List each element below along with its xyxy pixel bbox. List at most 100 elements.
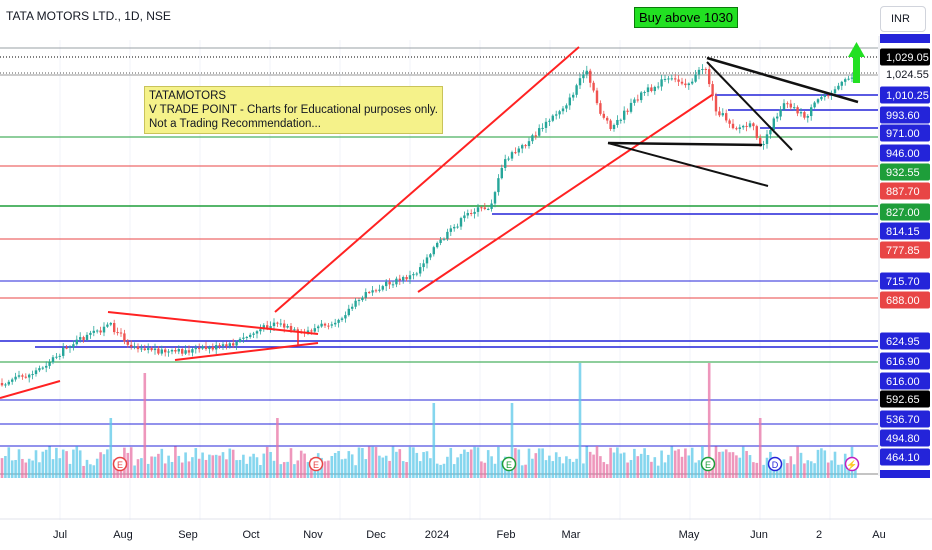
volume-bar: [456, 457, 459, 478]
volume-bar: [738, 457, 742, 478]
volume-bar: [483, 462, 487, 478]
volume-bar: [282, 462, 286, 478]
candle-body: [572, 94, 575, 98]
candle-body: [96, 330, 99, 332]
candle-body: [626, 110, 629, 112]
candle-body: [810, 107, 813, 117]
candle-body: [704, 68, 707, 70]
candle-body: [425, 257, 429, 264]
candle-body: [473, 211, 476, 214]
candle-body: [351, 306, 354, 309]
volume-bar: [221, 452, 225, 478]
time-tick-label: Nov: [303, 529, 323, 541]
candle-body: [653, 86, 656, 92]
candle-body: [844, 79, 847, 82]
volume-bar: [500, 460, 504, 478]
candle-body: [487, 208, 490, 210]
price-level-label: 715.70: [886, 276, 920, 288]
candle-body: [531, 135, 534, 142]
volume-bar: [398, 449, 402, 478]
price-level-tag: 814.15: [880, 222, 930, 240]
volume-bar: [391, 446, 395, 478]
candle-body: [721, 113, 724, 116]
time-tick-label: Jul: [53, 529, 67, 541]
candle-body: [442, 238, 446, 240]
volume-bar: [840, 464, 844, 478]
candle-body: [823, 95, 826, 97]
volume-bar: [218, 455, 221, 478]
candle-body: [708, 69, 711, 85]
volume-bar: [242, 454, 245, 478]
candle-body: [449, 228, 452, 232]
volume-bar: [333, 452, 337, 478]
volume-bar: [17, 449, 21, 478]
volume-bar: [262, 453, 266, 478]
candle-body: [238, 338, 242, 342]
currency-selector[interactable]: INR: [880, 6, 926, 32]
candle-body: [17, 375, 21, 377]
volume-bar: [619, 453, 623, 478]
volume-bar: [55, 447, 58, 478]
volume-bar: [157, 453, 160, 478]
candle-body: [565, 105, 568, 109]
volume-bar: [350, 454, 354, 478]
candle-body: [327, 325, 330, 327]
candle-body: [742, 125, 745, 128]
volume-bar: [99, 452, 102, 478]
volume-bar: [629, 459, 633, 478]
candle-body: [62, 347, 65, 356]
candle-body: [480, 207, 483, 209]
candle-body: [38, 368, 41, 371]
volume-bar: [697, 460, 701, 478]
volume-bar: [517, 449, 521, 478]
volume-bar: [731, 452, 735, 478]
volume-bar: [340, 459, 344, 478]
candle-body: [694, 74, 697, 82]
candle-body: [687, 83, 690, 86]
candle-body: [762, 143, 765, 146]
volume-bar: [816, 449, 820, 478]
candle-body: [320, 323, 323, 327]
volume-bar: [707, 363, 711, 478]
candle-body: [293, 329, 296, 331]
volume-bar: [612, 452, 616, 478]
price-level-bg: [880, 182, 930, 200]
price-level-bg: [880, 429, 930, 447]
candle-body: [789, 103, 792, 108]
volume-bar: [327, 460, 330, 478]
time-tick-label: Oct: [242, 529, 259, 541]
candle-body: [551, 115, 554, 121]
candle-body: [595, 90, 599, 104]
volume-bar: [673, 450, 677, 478]
candle-body: [143, 348, 146, 350]
volume-bar: [721, 451, 725, 478]
candle-body: [123, 333, 126, 342]
volume-bar: [89, 464, 92, 478]
candle-body: [184, 350, 187, 354]
price-level-tag: 1,010.25: [880, 86, 930, 104]
candle-body: [58, 355, 61, 357]
volume-bar: [347, 451, 351, 478]
volume-bar: [571, 461, 575, 478]
candle-body: [113, 322, 116, 333]
volume-bar: [41, 451, 45, 478]
volume-bar: [323, 461, 327, 478]
candle-body: [466, 213, 469, 216]
candle-body: [45, 365, 48, 368]
volume-bar: [602, 462, 606, 478]
price-level-bg: [880, 106, 930, 124]
candle-body: [167, 351, 170, 353]
volume-bar: [531, 458, 534, 478]
candle-body: [385, 281, 388, 287]
price-level-tag: 624.95: [880, 332, 930, 350]
candle-body: [840, 81, 843, 86]
candle-body: [150, 348, 153, 351]
volume-bar: [748, 455, 752, 478]
volume-bar: [687, 455, 691, 478]
volume-bar: [384, 455, 388, 478]
volume-bar: [27, 458, 31, 478]
candle-body: [517, 148, 520, 153]
volume-bar: [109, 418, 113, 478]
volume-bar: [616, 447, 619, 478]
